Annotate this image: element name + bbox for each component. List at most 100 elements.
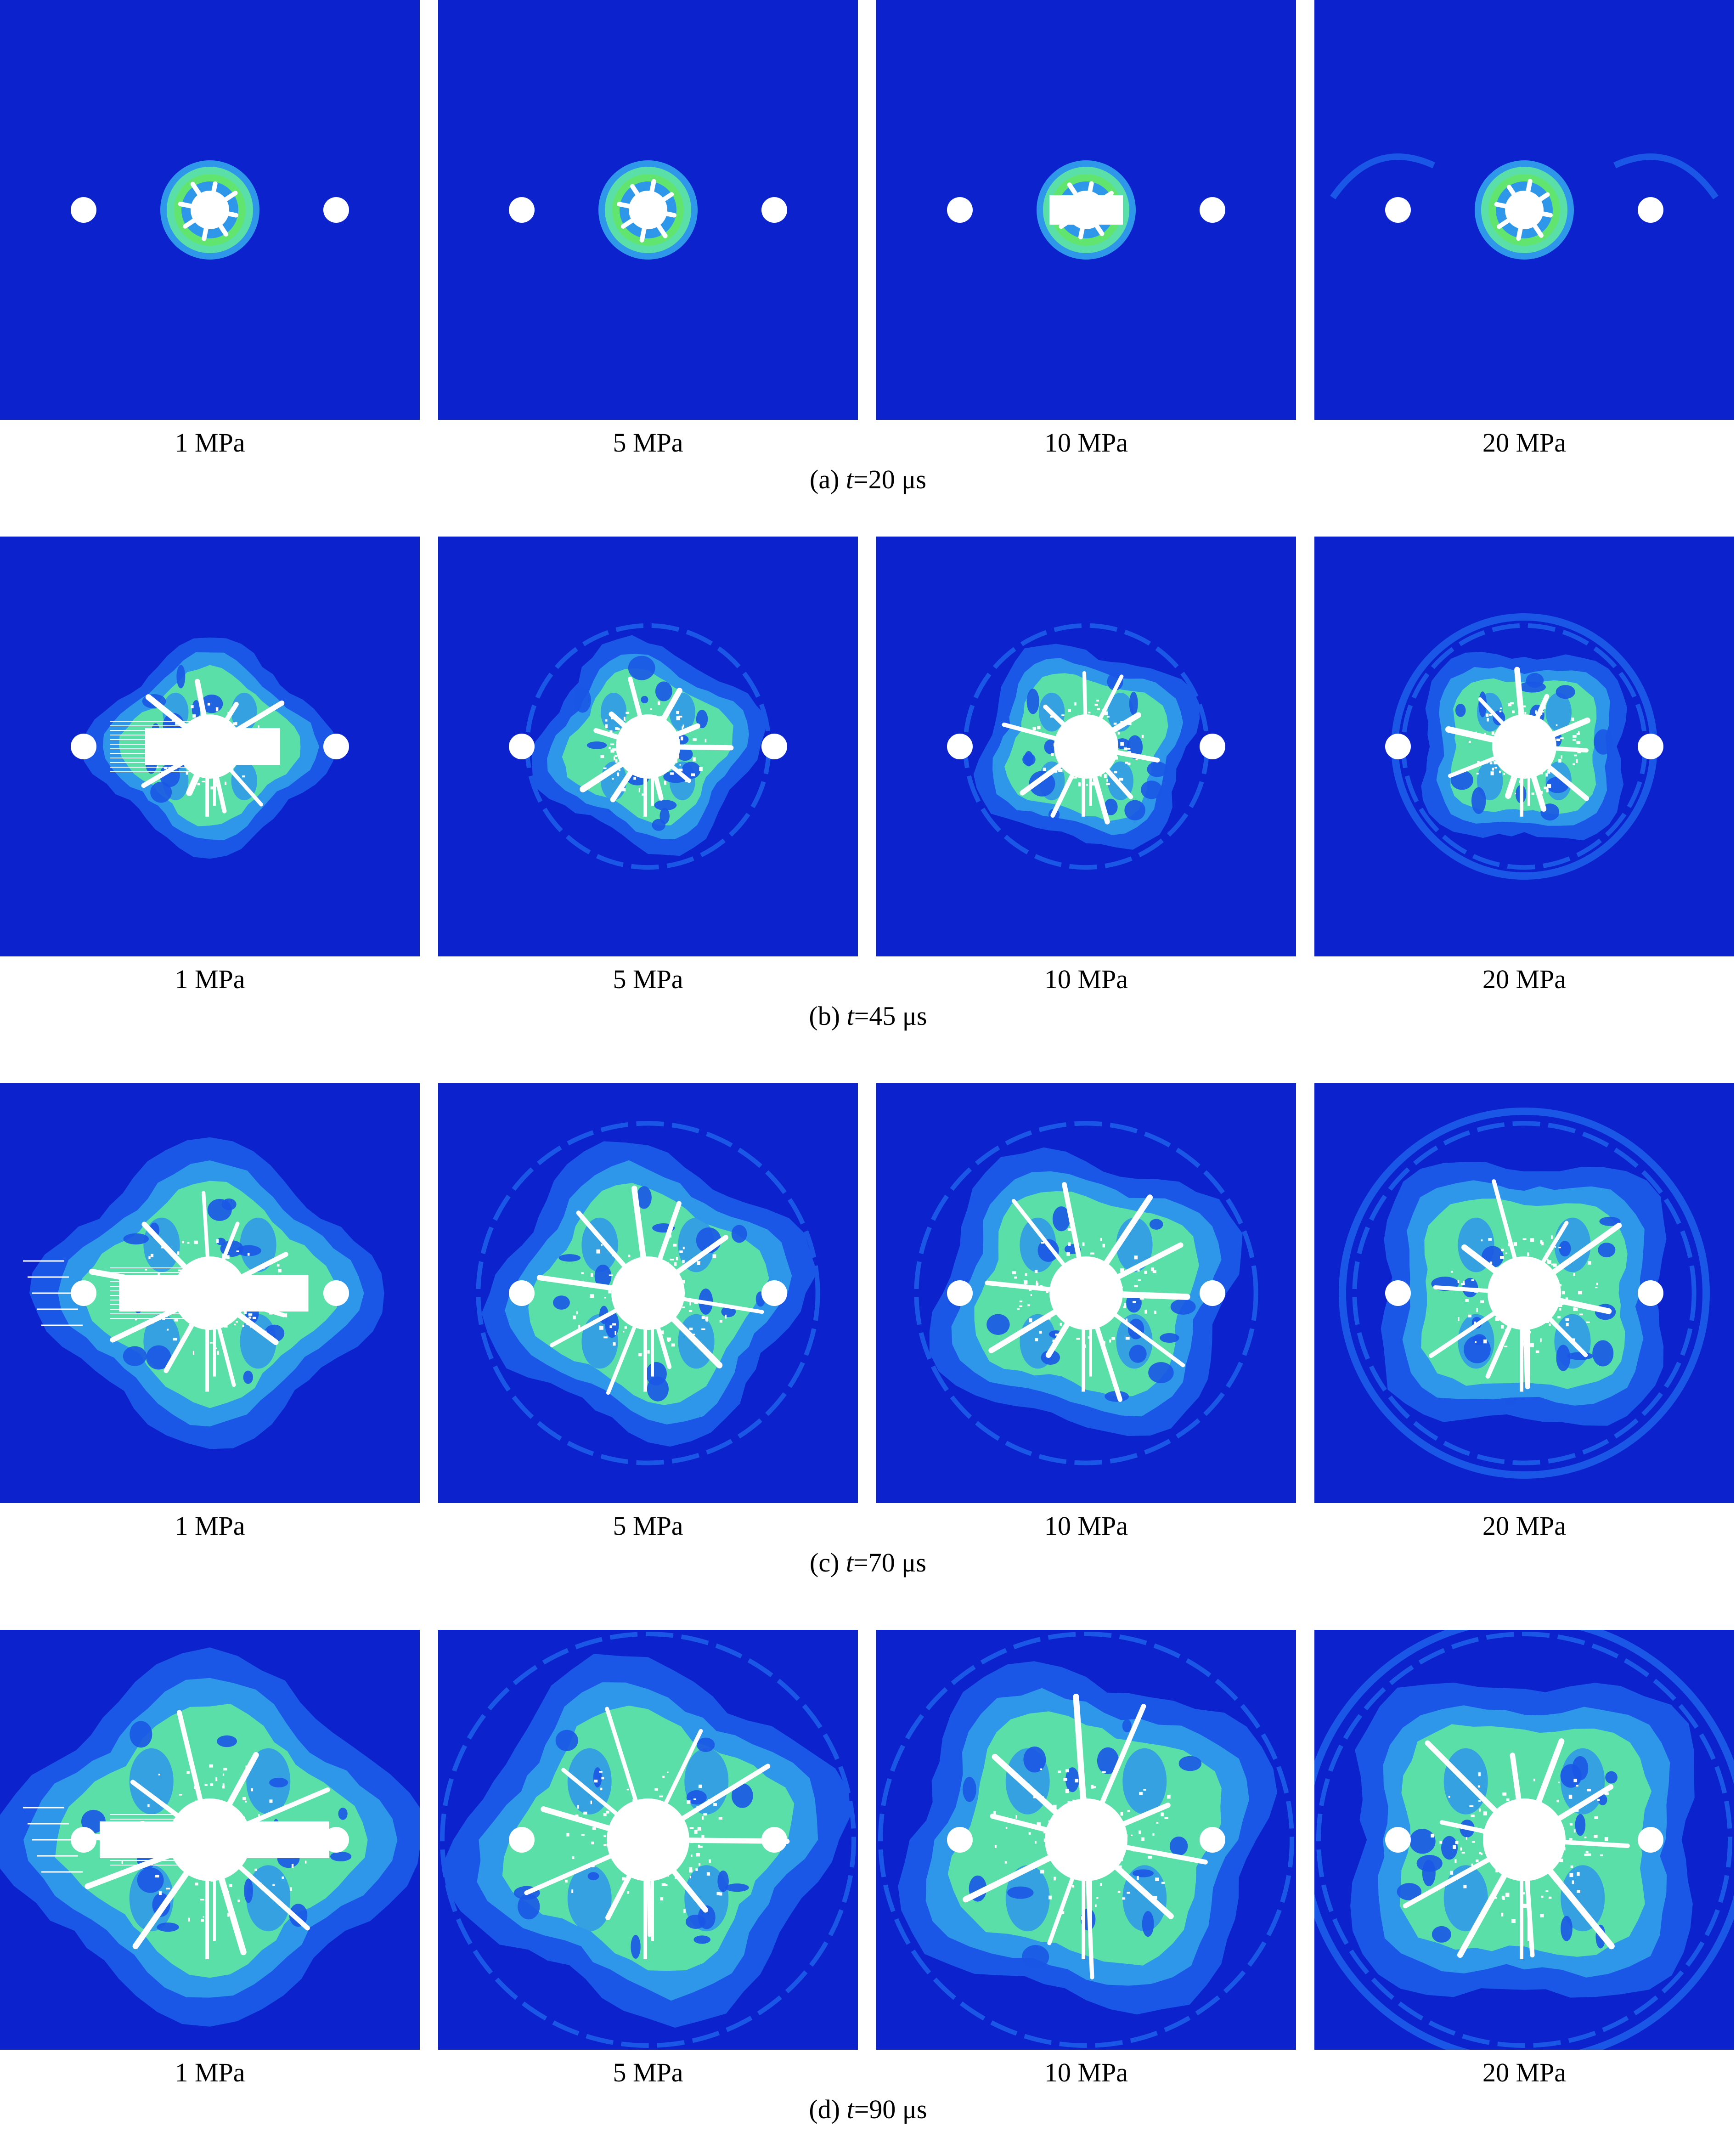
crush-zone xyxy=(617,179,676,243)
crush-zone xyxy=(1445,667,1591,817)
right-borehole xyxy=(1638,1827,1663,1853)
stress-wave-ring-outer xyxy=(1339,1108,1710,1479)
left-borehole xyxy=(1385,1280,1411,1306)
pressure-label: 20 MPa xyxy=(1482,428,1567,458)
pressure-label: 10 MPa xyxy=(1044,964,1128,994)
crush-zone xyxy=(1403,1738,1630,1959)
caption-time-variable: t xyxy=(845,464,854,494)
crush-zone xyxy=(23,1710,330,1959)
right-borehole xyxy=(323,1280,349,1306)
simulation-panel xyxy=(438,1083,858,1503)
right-borehole xyxy=(1638,1280,1663,1306)
crush-zone xyxy=(1049,181,1123,240)
pressure-label: 1 MPa xyxy=(175,2058,245,2087)
damage-contour-image xyxy=(438,1083,858,1503)
row-caption: (d) t=90 μs xyxy=(0,2095,1736,2124)
caption-prefix: (a) xyxy=(810,464,846,494)
right-borehole xyxy=(761,734,787,759)
left-borehole xyxy=(509,1827,535,1853)
simulation-panel xyxy=(876,1630,1296,2050)
left-borehole xyxy=(947,1827,973,1853)
pressure-label: 10 MPa xyxy=(1044,428,1128,458)
simulation-panel xyxy=(1314,0,1734,420)
crush-zone xyxy=(1429,1179,1622,1392)
left-borehole xyxy=(509,1280,535,1306)
crush-zone xyxy=(536,1185,764,1395)
damage-contour-image xyxy=(0,1083,420,1503)
caption-time-value: =45 μs xyxy=(854,1001,927,1031)
damage-contour-image xyxy=(876,537,1296,956)
pressure-label: 5 MPa xyxy=(613,2058,683,2087)
damage-contour-image xyxy=(0,537,420,956)
left-borehole xyxy=(71,1827,96,1853)
crush-zone xyxy=(110,678,285,817)
simulation-panel xyxy=(1314,1630,1734,2050)
right-borehole xyxy=(1638,734,1663,759)
left-borehole xyxy=(947,734,973,759)
simulation-panel xyxy=(0,1083,420,1503)
crush-zone xyxy=(1494,179,1553,241)
damage-contour-image xyxy=(1314,0,1734,420)
crush-zone xyxy=(1002,671,1160,825)
right-borehole xyxy=(323,197,349,223)
right-borehole xyxy=(1200,1280,1225,1306)
pressure-label: 1 MPa xyxy=(175,964,245,994)
row-d: 1 MPa 5 MPa 10 MPa 20 MPa (d) t=90 μs xyxy=(0,1630,1736,2124)
right-borehole xyxy=(761,1827,787,1853)
simulation-panel xyxy=(0,537,420,956)
damage-contour-image xyxy=(876,1083,1296,1503)
pressure-label: 5 MPa xyxy=(613,1511,683,1541)
crush-zone xyxy=(178,181,238,241)
left-borehole xyxy=(71,1280,96,1306)
caption-time-variable: t xyxy=(845,1548,854,1577)
crush-zone xyxy=(524,1707,790,1959)
damage-contour-image xyxy=(876,0,1296,420)
simulation-panel xyxy=(876,1083,1296,1503)
right-borehole xyxy=(761,1280,787,1306)
caption-time-value: =20 μs xyxy=(853,464,926,494)
stress-wave-ring xyxy=(440,1632,856,2048)
row-caption: (a) t=20 μs xyxy=(0,465,1736,494)
left-borehole xyxy=(1385,734,1411,759)
crush-zone xyxy=(985,1182,1190,1402)
right-borehole xyxy=(323,1827,349,1853)
pressure-label: 1 MPa xyxy=(175,428,245,458)
right-borehole xyxy=(323,734,349,759)
pressure-label: 10 MPa xyxy=(1044,1511,1128,1541)
crush-zone xyxy=(580,677,734,817)
row-c: 1 MPa 5 MPa 10 MPa 20 MPa (c) t=70 μs xyxy=(0,1083,1736,1577)
stress-wave-ring xyxy=(878,1632,1294,2048)
pressure-label: 5 MPa xyxy=(613,428,683,458)
simulation-panel xyxy=(438,0,858,420)
left-borehole xyxy=(71,734,96,759)
left-borehole xyxy=(947,197,973,223)
simulation-panel xyxy=(1314,537,1734,956)
simulation-panel xyxy=(438,1630,858,2050)
pressure-label: 20 MPa xyxy=(1482,2058,1567,2087)
left-borehole xyxy=(509,734,535,759)
right-borehole xyxy=(1638,197,1663,223)
damage-contour-image xyxy=(0,1630,420,2050)
caption-prefix: (c) xyxy=(810,1548,846,1577)
right-borehole xyxy=(1200,197,1225,223)
caption-prefix: (d) xyxy=(809,2094,847,2124)
simulation-panel xyxy=(876,0,1296,420)
row-a: 1 MPa 5 MPa 10 MPa 20 MPa (a) t=20 μs xyxy=(0,0,1736,494)
damage-contour-image xyxy=(876,1630,1296,2050)
damage-contour-image xyxy=(1314,1083,1734,1503)
damage-contour-image xyxy=(438,1630,858,2050)
left-borehole xyxy=(1385,197,1411,223)
pressure-label: 10 MPa xyxy=(1044,2058,1128,2087)
simulation-panel xyxy=(876,537,1296,956)
pressure-label: 20 MPa xyxy=(1482,1511,1567,1541)
left-borehole xyxy=(1385,1827,1411,1853)
crush-zone xyxy=(23,1191,309,1392)
crush-zone xyxy=(963,1693,1208,1979)
left-borehole xyxy=(71,197,96,223)
damage-contour-image xyxy=(438,0,858,420)
caption-prefix: (b) xyxy=(809,1001,847,1031)
pressure-label: 5 MPa xyxy=(613,964,683,994)
stress-wave-ring xyxy=(476,1121,820,1465)
pressure-label: 20 MPa xyxy=(1482,964,1567,994)
row-caption: (b) t=45 μs xyxy=(0,1001,1736,1031)
